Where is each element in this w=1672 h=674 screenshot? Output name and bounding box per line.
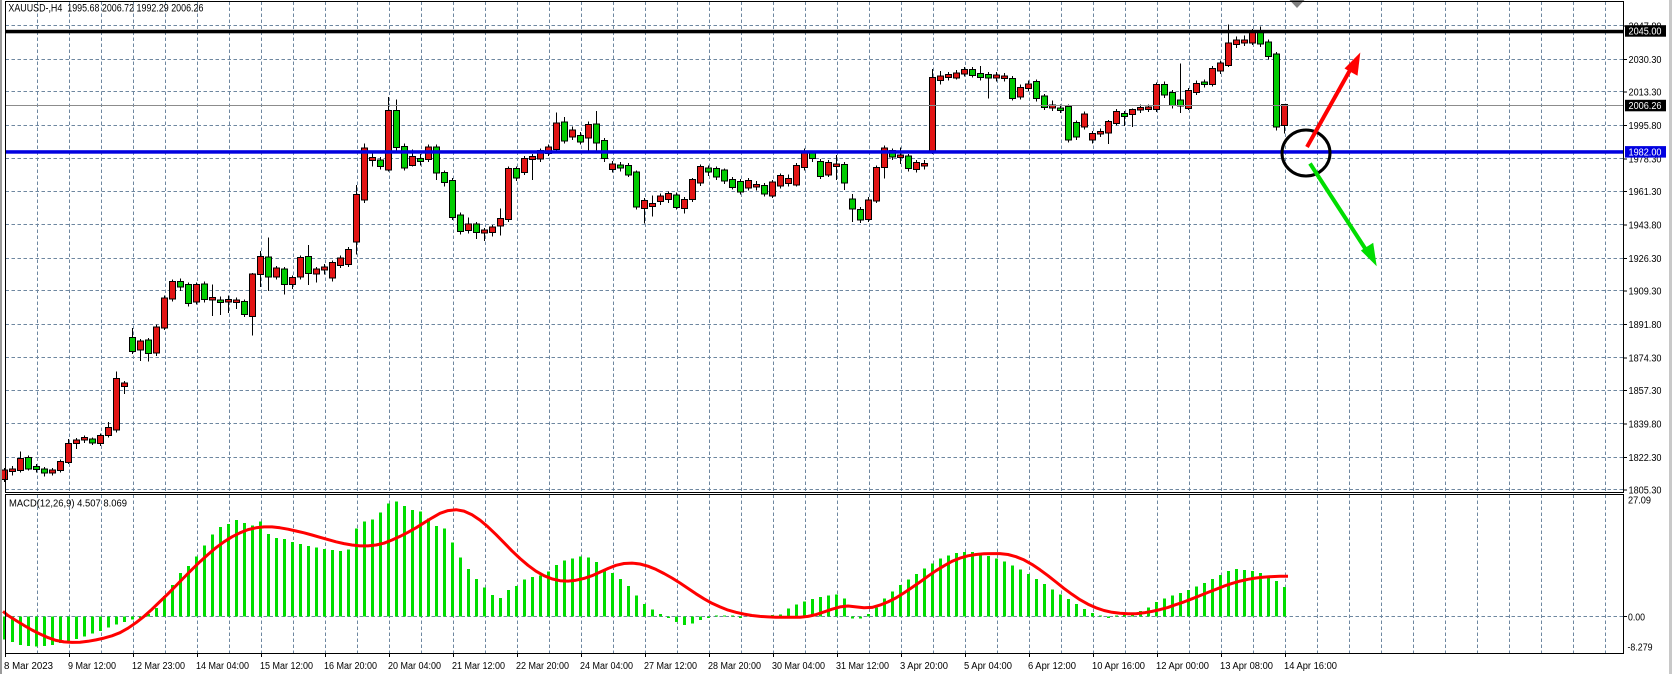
svg-text:16 Mar 20:00: 16 Mar 20:00 — [324, 661, 377, 672]
svg-text:5 Apr 04:00: 5 Apr 04:00 — [964, 661, 1012, 672]
svg-text:13 Apr 08:00: 13 Apr 08:00 — [1220, 661, 1273, 672]
svg-text:9 Mar 12:00: 9 Mar 12:00 — [68, 661, 116, 672]
svg-text:27.09: 27.09 — [1628, 496, 1651, 507]
svg-text:28 Mar 20:00: 28 Mar 20:00 — [708, 661, 761, 672]
svg-text:2030.30: 2030.30 — [1629, 55, 1662, 66]
svg-text:8 Mar 2023: 8 Mar 2023 — [4, 661, 53, 672]
svg-text:15 Mar 12:00: 15 Mar 12:00 — [260, 661, 313, 672]
svg-text:31 Mar 12:00: 31 Mar 12:00 — [836, 661, 889, 672]
svg-text:12 Apr 00:00: 12 Apr 00:00 — [1156, 661, 1209, 672]
svg-text:22 Mar 20:00: 22 Mar 20:00 — [516, 661, 569, 672]
svg-text:XAUUSD-,H4 1995.68 2006.72 19: XAUUSD-,H4 1995.68 2006.72 1992.29 2006.… — [8, 3, 203, 15]
svg-text:1978.30: 1978.30 — [1629, 154, 1662, 165]
svg-text:2006.26: 2006.26 — [1629, 101, 1662, 112]
svg-text:12 Mar 23:00: 12 Mar 23:00 — [132, 661, 185, 672]
svg-text:1995.80: 1995.80 — [1629, 121, 1662, 132]
svg-text:14 Apr 16:00: 14 Apr 16:00 — [1284, 661, 1337, 672]
svg-text:0.00: 0.00 — [1628, 613, 1645, 624]
svg-text:3 Apr 20:00: 3 Apr 20:00 — [900, 661, 948, 672]
svg-text:27 Mar 12:00: 27 Mar 12:00 — [644, 661, 697, 672]
svg-text:1839.80: 1839.80 — [1629, 419, 1662, 430]
svg-text:30 Mar 04:00: 30 Mar 04:00 — [772, 661, 825, 672]
svg-text:1857.30: 1857.30 — [1629, 386, 1662, 397]
svg-text:14 Mar 04:00: 14 Mar 04:00 — [196, 661, 249, 672]
svg-text:1909.30: 1909.30 — [1629, 286, 1662, 297]
svg-text:2045.00: 2045.00 — [1629, 27, 1662, 38]
svg-text:-8.279: -8.279 — [1628, 643, 1653, 654]
svg-text:2013.30: 2013.30 — [1629, 88, 1662, 99]
svg-text:21 Mar 12:00: 21 Mar 12:00 — [452, 661, 505, 672]
svg-text:24 Mar 04:00: 24 Mar 04:00 — [580, 661, 633, 672]
svg-text:20 Mar 04:00: 20 Mar 04:00 — [388, 661, 441, 672]
svg-text:1891.80: 1891.80 — [1629, 320, 1662, 331]
svg-text:10 Apr 16:00: 10 Apr 16:00 — [1092, 661, 1145, 672]
svg-text:MACD(12,26,9) 4.507 8.069: MACD(12,26,9) 4.507 8.069 — [9, 499, 127, 510]
svg-text:1874.30: 1874.30 — [1629, 353, 1662, 364]
svg-text:1805.30: 1805.30 — [1629, 485, 1662, 496]
svg-text:1982.00: 1982.00 — [1629, 147, 1662, 158]
svg-text:1961.30: 1961.30 — [1629, 187, 1662, 198]
svg-text:1943.80: 1943.80 — [1629, 220, 1662, 231]
svg-text:6 Apr 12:00: 6 Apr 12:00 — [1028, 661, 1076, 672]
svg-text:1822.30: 1822.30 — [1629, 453, 1662, 464]
svg-text:1926.30: 1926.30 — [1629, 254, 1662, 265]
